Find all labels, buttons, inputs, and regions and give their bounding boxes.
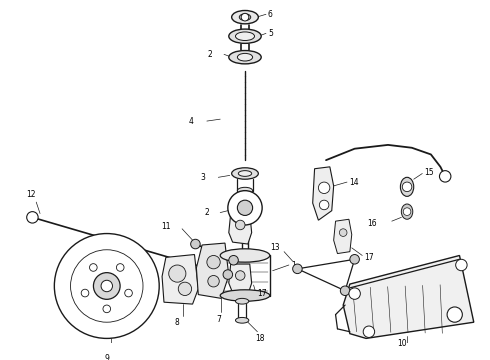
Circle shape	[318, 182, 330, 194]
Ellipse shape	[220, 290, 270, 301]
Text: 2: 2	[204, 208, 209, 217]
Circle shape	[236, 271, 245, 280]
Circle shape	[456, 259, 467, 271]
Circle shape	[103, 305, 111, 313]
Circle shape	[208, 275, 219, 287]
Ellipse shape	[229, 29, 261, 43]
Text: 8: 8	[175, 318, 180, 327]
Text: 3: 3	[200, 173, 205, 182]
Text: 10: 10	[397, 339, 407, 348]
Circle shape	[81, 289, 89, 297]
Circle shape	[236, 220, 245, 230]
Ellipse shape	[232, 168, 258, 179]
Ellipse shape	[238, 171, 252, 176]
Circle shape	[350, 255, 359, 264]
Circle shape	[223, 270, 233, 279]
Circle shape	[349, 288, 360, 299]
Text: 12: 12	[26, 190, 35, 199]
Circle shape	[207, 256, 220, 269]
Circle shape	[101, 280, 113, 292]
Text: 7: 7	[217, 315, 221, 324]
Circle shape	[293, 264, 302, 274]
Text: 11: 11	[161, 222, 171, 231]
Circle shape	[363, 326, 375, 337]
Text: 4: 4	[189, 117, 194, 126]
Ellipse shape	[400, 177, 414, 196]
Polygon shape	[334, 219, 352, 253]
Text: 2: 2	[208, 50, 213, 59]
Text: 15: 15	[424, 168, 434, 177]
Text: 1: 1	[291, 261, 295, 270]
Ellipse shape	[237, 187, 253, 194]
Ellipse shape	[232, 10, 258, 24]
Polygon shape	[196, 243, 229, 298]
Ellipse shape	[237, 53, 253, 61]
Circle shape	[440, 171, 451, 182]
Text: 5: 5	[268, 29, 273, 38]
Circle shape	[178, 282, 192, 296]
Circle shape	[402, 182, 412, 192]
Circle shape	[447, 307, 463, 322]
Circle shape	[319, 200, 329, 210]
Ellipse shape	[236, 298, 249, 304]
Circle shape	[340, 229, 347, 237]
Polygon shape	[343, 256, 474, 338]
Ellipse shape	[236, 32, 254, 41]
Circle shape	[237, 200, 253, 215]
Circle shape	[241, 13, 249, 21]
Text: 17: 17	[364, 253, 374, 262]
Circle shape	[341, 286, 350, 296]
Text: 14: 14	[349, 177, 359, 186]
Polygon shape	[229, 213, 252, 244]
Ellipse shape	[236, 318, 249, 323]
Circle shape	[54, 234, 159, 338]
Text: 9: 9	[104, 354, 109, 360]
Text: 18: 18	[255, 334, 265, 343]
Ellipse shape	[401, 204, 413, 219]
Circle shape	[117, 264, 124, 271]
Circle shape	[169, 265, 186, 282]
Ellipse shape	[239, 14, 251, 21]
Ellipse shape	[229, 50, 261, 64]
Text: 13: 13	[270, 243, 280, 252]
Circle shape	[191, 239, 200, 249]
Ellipse shape	[220, 249, 270, 262]
Circle shape	[229, 256, 238, 265]
Circle shape	[90, 264, 97, 271]
Polygon shape	[229, 264, 252, 294]
Text: 16: 16	[367, 219, 376, 228]
Circle shape	[26, 212, 38, 223]
Text: 17: 17	[257, 289, 267, 298]
Circle shape	[94, 273, 120, 299]
Circle shape	[403, 208, 411, 215]
Polygon shape	[313, 167, 334, 220]
Circle shape	[228, 191, 262, 225]
Text: 6: 6	[268, 10, 273, 19]
Polygon shape	[162, 255, 198, 304]
Circle shape	[125, 289, 132, 297]
